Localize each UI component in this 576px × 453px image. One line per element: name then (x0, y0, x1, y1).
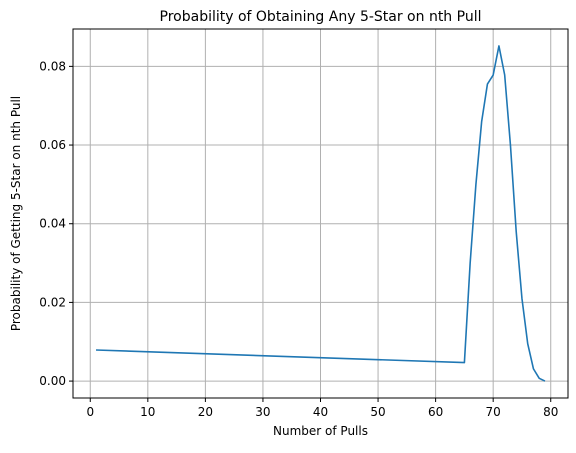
y-tick-label: 0.04 (39, 217, 66, 231)
x-tick-label: 80 (543, 405, 558, 419)
x-tick-label: 60 (428, 405, 443, 419)
y-tick-label: 0.02 (39, 295, 66, 309)
x-tick-label: 50 (370, 405, 385, 419)
x-tick-label: 70 (486, 405, 501, 419)
y-axis-label: Probability of Getting 5-Star on nth Pul… (9, 96, 23, 331)
y-tick-label: 0.08 (39, 59, 66, 73)
x-tick-label: 20 (198, 405, 213, 419)
x-axis-label: Number of Pulls (273, 424, 368, 438)
x-tick-label: 10 (140, 405, 155, 419)
series-layer (95, 45, 546, 382)
y-tick-label: 0.06 (39, 138, 66, 152)
y-tick-label: 0.00 (39, 374, 66, 388)
x-tick-label: 30 (255, 405, 270, 419)
y-ticks: 0.00 0.02 0.04 0.06 0.08 (39, 59, 73, 388)
chart-title: Probability of Obtaining Any 5-Star on n… (160, 9, 482, 25)
x-tick-label: 0 (86, 405, 94, 419)
x-tick-label: 40 (313, 405, 328, 419)
grid (73, 29, 568, 398)
series-line-0 (95, 45, 546, 382)
x-ticks: 0 10 20 30 40 50 60 70 80 (86, 398, 558, 419)
